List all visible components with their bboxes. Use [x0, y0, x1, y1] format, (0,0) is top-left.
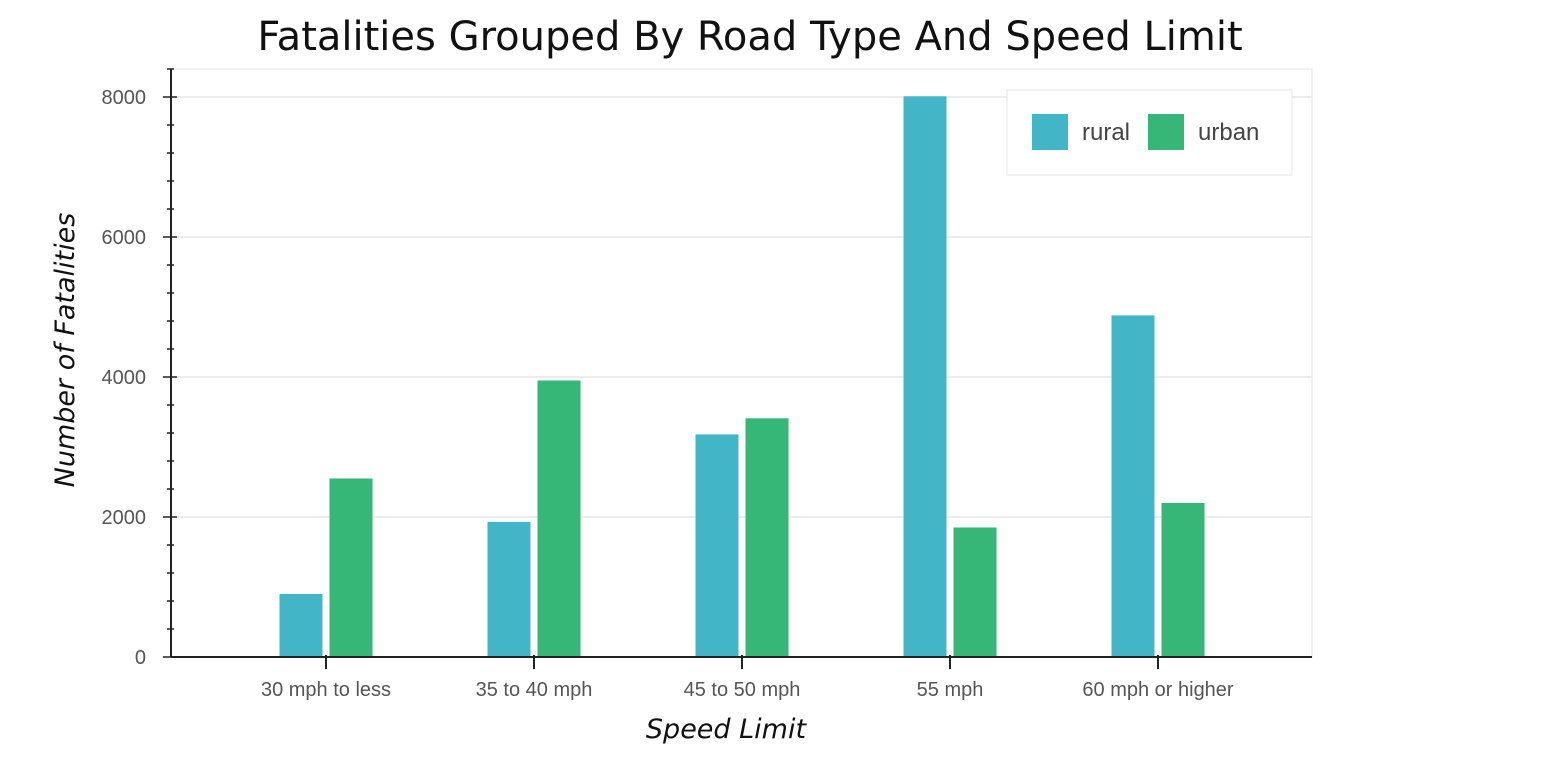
legend: rural urban [1006, 89, 1293, 176]
bar-urban [953, 527, 997, 657]
x-tick-label: 45 to 50 mph [684, 679, 801, 701]
y-tick-label: 4000 [102, 367, 147, 389]
legend-swatch-rural [1032, 114, 1068, 150]
x-tick-label: 60 mph or higher [1082, 679, 1234, 701]
y-tick-label: 8000 [102, 87, 147, 109]
y-axis-label: Number of Fatalities [50, 213, 81, 488]
legend-label-rural: rural [1082, 119, 1130, 146]
x-tick-label: 35 to 40 mph [476, 679, 593, 701]
legend-swatch-urban [1148, 114, 1184, 150]
bar-rural [903, 96, 947, 658]
bar-rural [279, 594, 323, 657]
bar-rural [695, 434, 739, 657]
y-tick-labels: 0 2000 4000 6000 8000 [102, 87, 147, 669]
x-tick-label: 55 mph [917, 679, 984, 701]
bar-urban [745, 418, 789, 657]
x-tick-label: 30 mph to less [261, 679, 391, 701]
bars [279, 96, 1205, 658]
x-axis-label: Speed Limit [646, 714, 808, 745]
y-tick-label: 2000 [102, 507, 147, 529]
bar-urban [329, 478, 373, 657]
x-tick-labels: 30 mph to less 35 to 40 mph 45 to 50 mph 55… [261, 679, 1234, 701]
bar-urban [537, 380, 581, 657]
bar-urban [1161, 503, 1205, 657]
legend-label-urban: urban [1198, 119, 1259, 146]
axes [163, 68, 1312, 669]
y-tick-label: 6000 [102, 227, 147, 249]
bar-rural [1111, 315, 1155, 657]
y-tick-label: 0 [135, 647, 146, 669]
bar-rural [487, 521, 531, 657]
chart-title: Fatalities Grouped By Road Type And Spee… [257, 14, 1242, 60]
